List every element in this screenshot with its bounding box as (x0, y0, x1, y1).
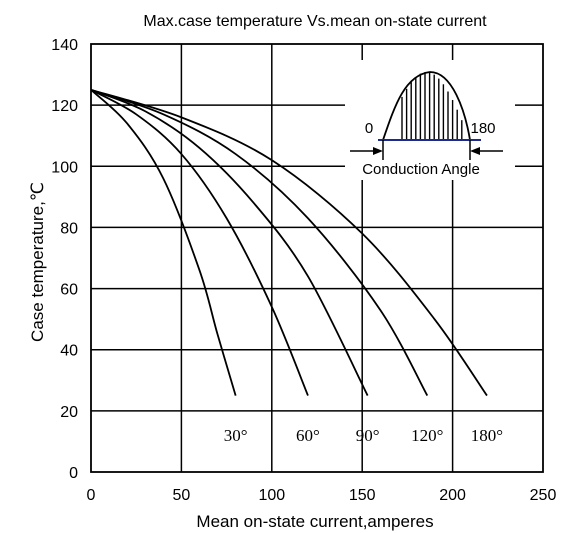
series-label: 180° (471, 426, 503, 445)
y-tick-label: 60 (60, 282, 78, 299)
series-curves (90, 88, 488, 397)
inset-right-label: 180 (470, 120, 495, 137)
y-tick-label: 120 (51, 98, 78, 115)
plot-frame (90, 43, 544, 473)
tick-labels: 0 50 100 150 200 250 0 20 40 60 80 100 120 140 (51, 37, 556, 504)
inset-sine-curve (382, 71, 471, 141)
x-tick-label: 100 (258, 487, 285, 504)
x-tick-label: 150 (349, 487, 376, 504)
series-curve (90, 89, 429, 397)
series-labels: 30° 60° 90° 120° 180° (224, 426, 503, 445)
x-tick-label: 250 (530, 487, 557, 504)
y-tick-label: 100 (51, 159, 78, 176)
conduction-angle-inset: 0 180 Conduction Angle (345, 60, 515, 180)
series-curve (90, 88, 488, 397)
y-tick-label: 80 (60, 220, 78, 237)
series-label: 120° (411, 426, 443, 445)
chart-title: Max.case temperature Vs.mean on-state cu… (143, 13, 487, 30)
inset-left-label: 0 (365, 120, 373, 137)
series-curve (90, 89, 309, 396)
series-curve (90, 89, 369, 396)
series-label: 90° (356, 426, 380, 445)
inset-caption: Conduction Angle (362, 161, 480, 178)
series-label: 30° (224, 426, 248, 445)
x-axis-label: Mean on-state current,amperes (196, 512, 433, 531)
series-curve (90, 89, 237, 396)
axes (90, 43, 544, 473)
inset-left-arrowhead (373, 147, 383, 155)
y-tick-label: 140 (51, 37, 78, 54)
series-label: 60° (296, 426, 320, 445)
y-tick-label: 20 (60, 404, 78, 421)
x-tick-label: 200 (439, 487, 466, 504)
y-axis-label: Case temperature,℃ (28, 182, 47, 342)
inset-hatch (401, 72, 463, 140)
x-tick-label: 0 (87, 487, 96, 504)
y-tick-label: 40 (60, 343, 78, 360)
inset-right-arrowhead (470, 147, 480, 155)
y-tick-label: 0 (69, 465, 78, 482)
x-tick-label: 50 (173, 487, 191, 504)
